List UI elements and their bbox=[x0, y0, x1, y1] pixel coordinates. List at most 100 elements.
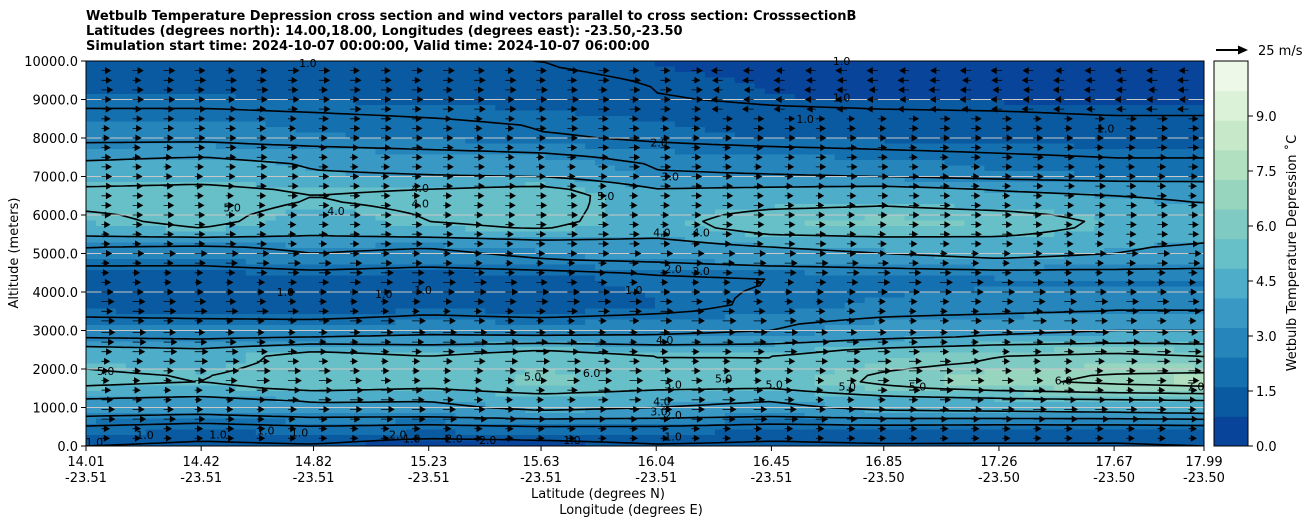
field-cell bbox=[1104, 88, 1115, 95]
field-cell bbox=[1154, 237, 1165, 244]
field-cell bbox=[694, 138, 706, 145]
field-cell bbox=[435, 149, 446, 156]
field-cell bbox=[674, 116, 686, 123]
field-cell bbox=[175, 116, 187, 123]
field-cell bbox=[994, 171, 1005, 178]
field-cell bbox=[1174, 83, 1185, 90]
field-cell bbox=[405, 105, 417, 112]
field-cell bbox=[1114, 143, 1125, 150]
field-cell bbox=[185, 160, 197, 167]
field-cell bbox=[804, 149, 816, 156]
field-cell bbox=[1174, 171, 1185, 178]
field-cell bbox=[595, 127, 606, 134]
field-cell bbox=[954, 231, 966, 238]
field-cell bbox=[1124, 209, 1135, 216]
field-cell bbox=[495, 72, 506, 79]
field-cell bbox=[964, 215, 976, 222]
field-cell bbox=[934, 132, 946, 139]
field-cell bbox=[794, 253, 806, 260]
field-cell bbox=[684, 297, 696, 304]
field-cell bbox=[1104, 253, 1115, 260]
field-cell bbox=[485, 171, 496, 178]
field-cell bbox=[1144, 281, 1155, 288]
field-cell bbox=[245, 160, 257, 167]
field-cell bbox=[535, 303, 546, 310]
field-cell bbox=[645, 303, 656, 310]
field-cell bbox=[175, 253, 187, 260]
field-cell bbox=[125, 253, 137, 260]
field-cell bbox=[335, 83, 347, 90]
field-cell bbox=[964, 88, 976, 95]
field-cell bbox=[515, 193, 526, 200]
field-cell bbox=[964, 297, 976, 304]
field-cell bbox=[205, 259, 217, 266]
field-cell bbox=[674, 297, 686, 304]
field-cell bbox=[814, 286, 826, 293]
field-cell bbox=[375, 165, 387, 172]
field-cell bbox=[1074, 143, 1085, 150]
field-cell bbox=[155, 149, 167, 156]
field-cell bbox=[984, 83, 995, 90]
field-cell bbox=[215, 237, 227, 244]
field-cell bbox=[874, 66, 886, 73]
field-cell bbox=[295, 138, 307, 145]
field-cell bbox=[1174, 193, 1185, 200]
field-cell bbox=[625, 94, 636, 101]
field-cell bbox=[235, 176, 247, 183]
field-cell bbox=[814, 226, 826, 233]
field-cell bbox=[684, 138, 696, 145]
field-cell bbox=[395, 297, 407, 304]
field-cell bbox=[135, 61, 147, 68]
field-cell bbox=[714, 138, 726, 145]
field-cell bbox=[425, 138, 436, 145]
field-cell bbox=[1034, 237, 1045, 244]
field-cell bbox=[315, 171, 327, 178]
field-cell bbox=[714, 132, 726, 139]
field-cell bbox=[664, 132, 676, 139]
field-cell bbox=[605, 242, 616, 249]
field-cell bbox=[844, 226, 856, 233]
field-cell bbox=[694, 281, 706, 288]
field-cell bbox=[764, 110, 776, 117]
field-cell bbox=[1154, 198, 1165, 205]
field-cell bbox=[1104, 165, 1115, 172]
field-cell bbox=[794, 105, 806, 112]
field-cell bbox=[844, 66, 856, 73]
field-cell bbox=[854, 270, 866, 277]
field-cell bbox=[814, 259, 826, 266]
field-cell bbox=[445, 72, 456, 79]
field-cell bbox=[734, 237, 746, 244]
field-cell bbox=[605, 94, 616, 101]
field-cell bbox=[305, 66, 317, 73]
field-cell bbox=[135, 209, 147, 216]
field-cell bbox=[1104, 176, 1115, 183]
field-cell bbox=[475, 110, 486, 117]
field-cell bbox=[724, 121, 736, 128]
field-cell bbox=[375, 220, 387, 227]
field-cell bbox=[155, 66, 167, 73]
field-cell bbox=[105, 226, 117, 233]
field-cell bbox=[1094, 286, 1105, 293]
field-cell bbox=[1104, 187, 1115, 194]
field-cell bbox=[754, 187, 766, 194]
field-cell bbox=[555, 187, 566, 194]
field-cell bbox=[215, 275, 227, 282]
field-cell bbox=[1064, 253, 1075, 260]
field-cell bbox=[635, 88, 646, 95]
field-cell bbox=[265, 215, 277, 222]
field-cell bbox=[1034, 259, 1045, 266]
field-cell bbox=[175, 198, 187, 205]
field-cell bbox=[325, 105, 337, 112]
field-cell bbox=[934, 198, 946, 205]
field-cell bbox=[205, 88, 217, 95]
field-cell bbox=[575, 61, 586, 68]
field-cell bbox=[635, 105, 646, 112]
field-cell bbox=[1024, 259, 1035, 266]
field-cell bbox=[335, 292, 347, 299]
field-cell bbox=[1174, 66, 1185, 73]
field-cell bbox=[1134, 253, 1145, 260]
field-cell bbox=[235, 77, 247, 84]
field-cell bbox=[385, 165, 397, 172]
field-cell bbox=[275, 248, 287, 255]
field-cell bbox=[1164, 231, 1175, 238]
